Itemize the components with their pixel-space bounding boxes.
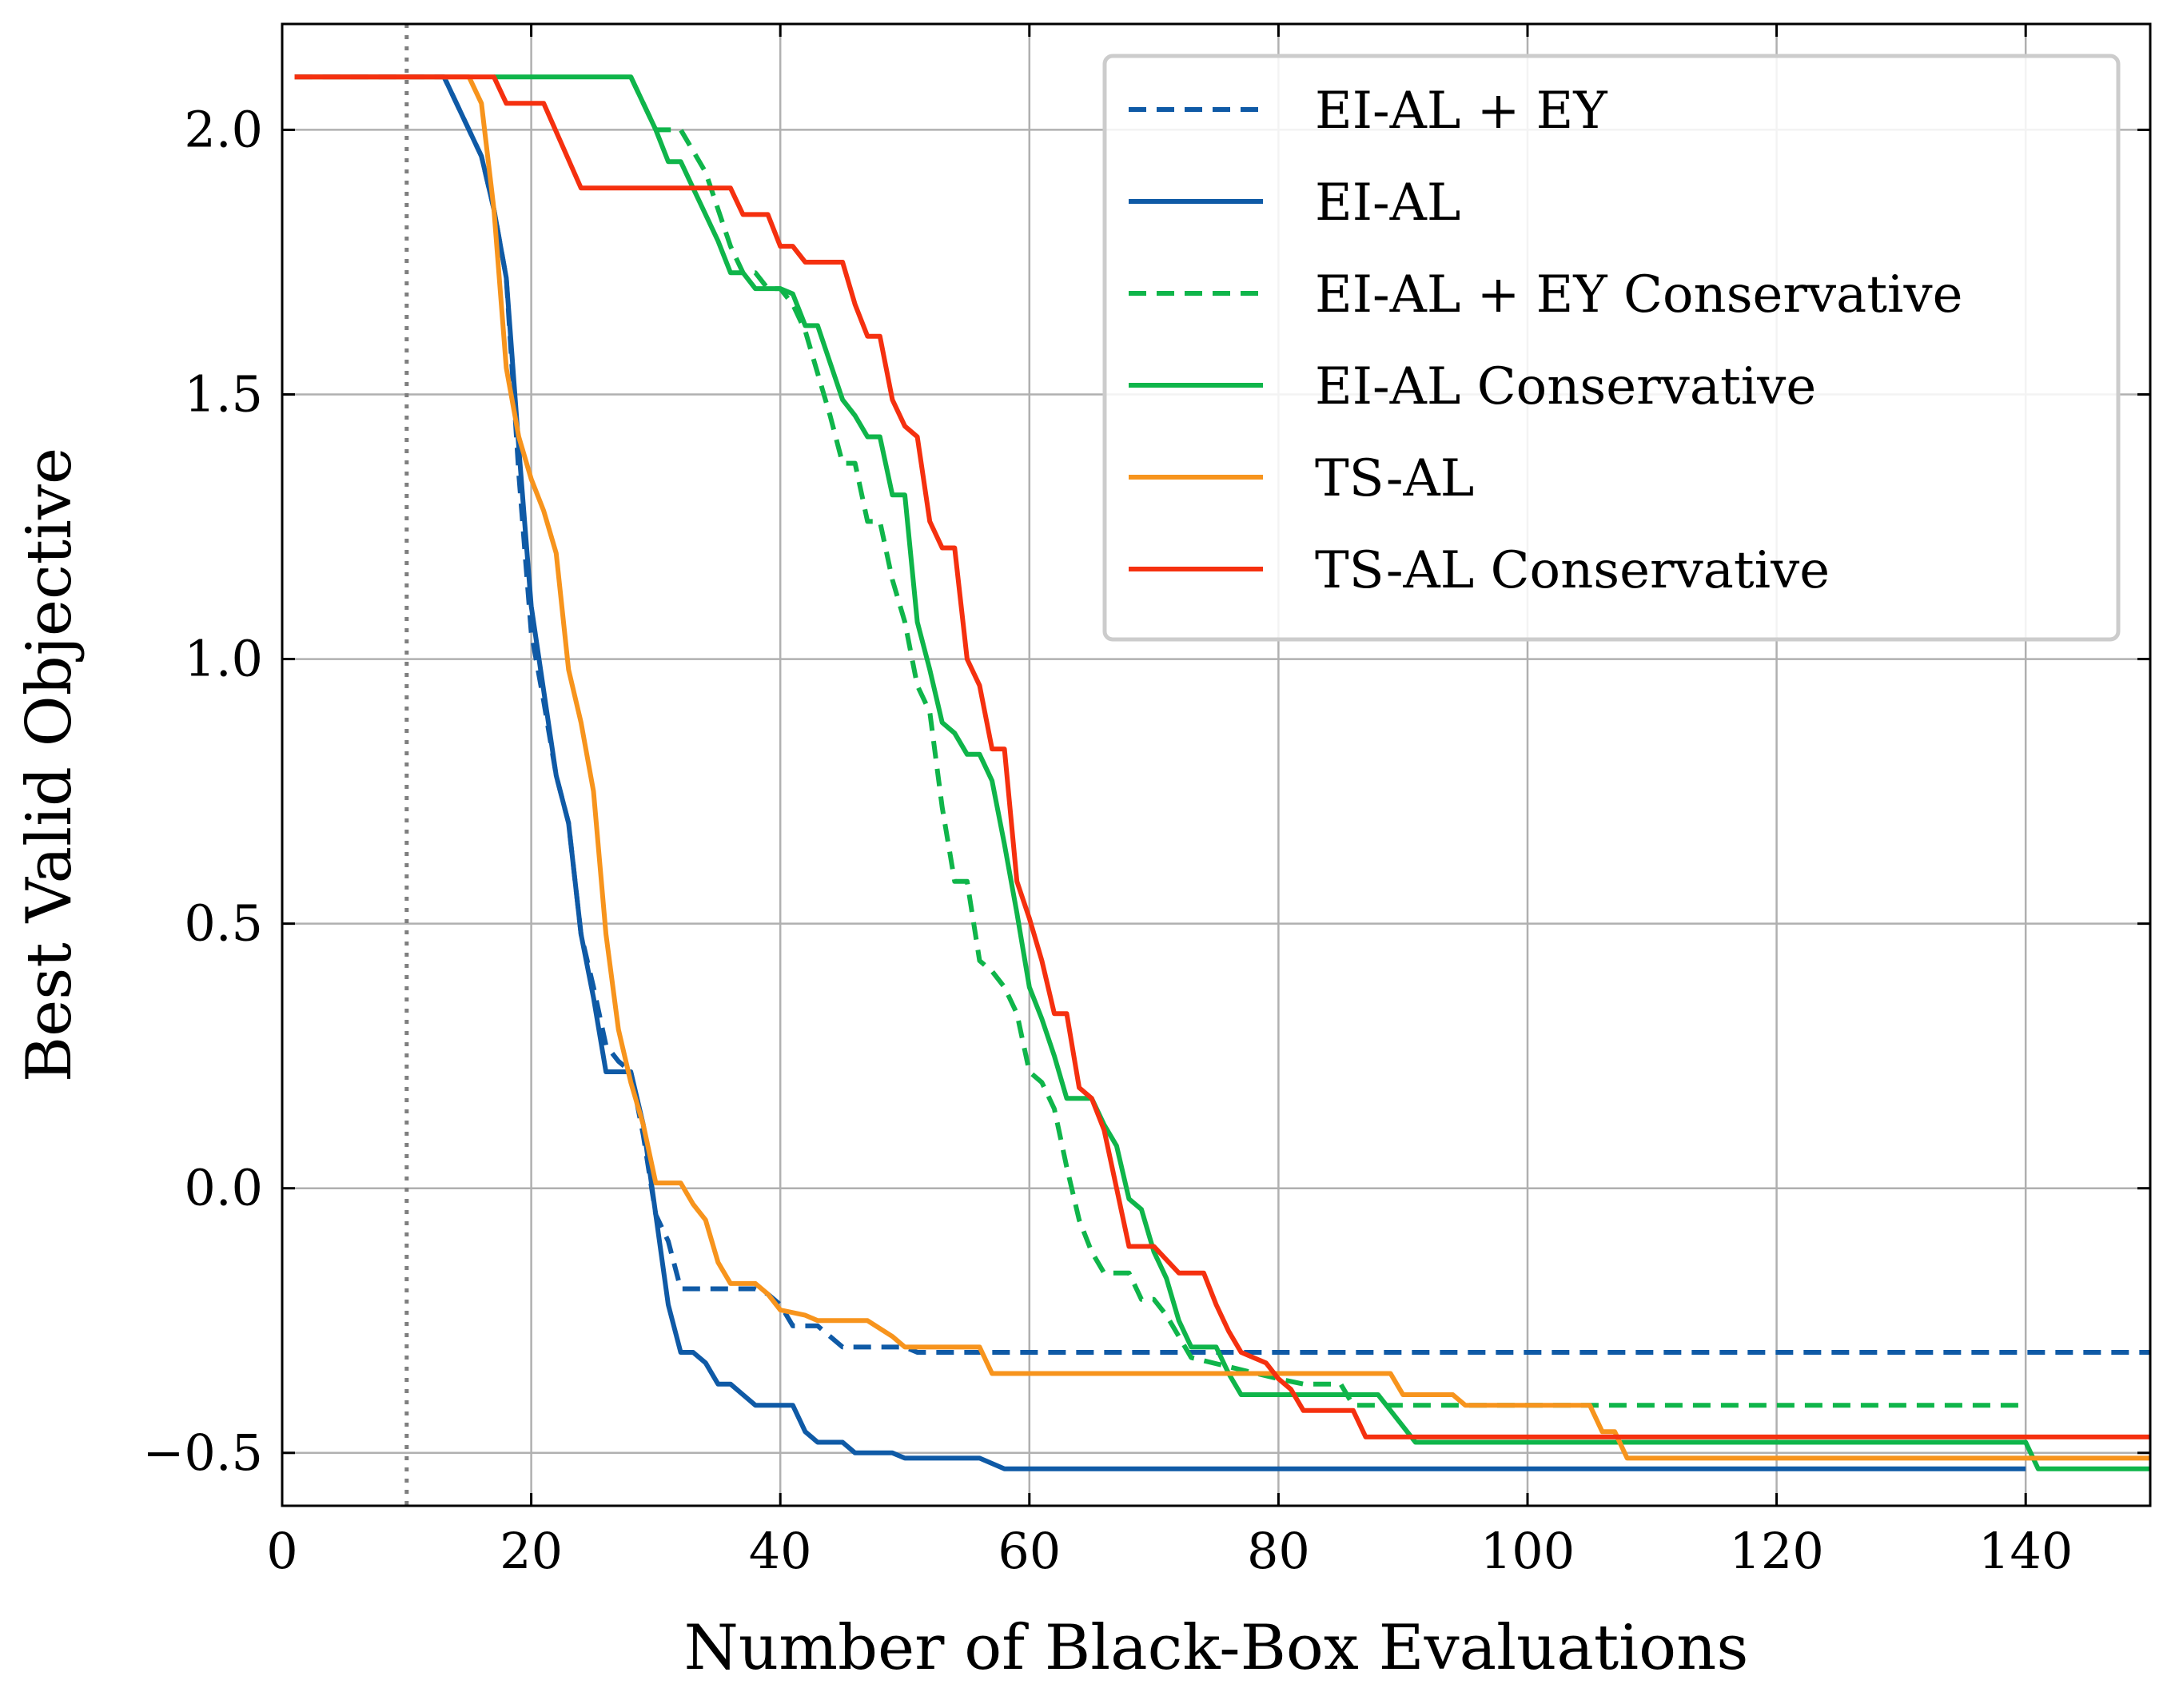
x-tick-label: 20 xyxy=(500,1522,563,1580)
y-tick-label: −0.5 xyxy=(142,1423,263,1482)
y-tick-label: 0.5 xyxy=(184,894,263,953)
axis-ticks xyxy=(281,24,2150,1506)
legend-label-5: TS-AL Conservative xyxy=(1315,541,1830,600)
y-tick-label: 2.0 xyxy=(184,100,263,158)
x-tick-label: 60 xyxy=(998,1522,1061,1580)
series-line-1 xyxy=(294,74,2026,1471)
x-tick-label: 100 xyxy=(1480,1522,1575,1580)
x-axis-title: Number of Black-Box Evaluations xyxy=(684,1612,1749,1684)
y-tick-label: 0.0 xyxy=(184,1159,263,1217)
series-line-3 xyxy=(493,74,2150,1471)
legend-label-2: EI-AL + EY Conservative xyxy=(1315,265,1963,324)
x-tick-label: 140 xyxy=(1978,1522,2073,1580)
legend: EI-AL + EY EI-AL EI-AL + EY Conservative EI… xyxy=(1102,54,2121,642)
series-line-5 xyxy=(294,74,2150,1439)
x-tick-label: 120 xyxy=(1729,1522,1823,1580)
series-line-4 xyxy=(294,74,2150,1461)
legend-label-1: EI-AL xyxy=(1315,173,1460,233)
y-tick-label: 1.5 xyxy=(184,365,263,424)
legend-label-4: TS-AL xyxy=(1315,449,1474,508)
x-tick-label: 40 xyxy=(749,1522,812,1580)
legend-label-3: EI-AL Conservative xyxy=(1315,357,1816,416)
series-line-2 xyxy=(628,75,2026,1408)
x-tick-label: 0 xyxy=(266,1522,297,1580)
y-axis-title: Best Valid Objective xyxy=(14,448,86,1082)
legend-box xyxy=(1102,54,2121,642)
x-tick-label: 80 xyxy=(1247,1522,1310,1580)
legend-label-0: EI-AL + EY xyxy=(1315,82,1607,141)
plot-frame xyxy=(281,22,2152,1507)
axis-tick-labels: 0 20 40 60 80 100 120 140 −0.5 0.0 0.5 1.0 1.5 2.0 xyxy=(142,100,2073,1580)
series-lines xyxy=(294,74,2150,1471)
y-tick-label: 1.0 xyxy=(184,630,263,688)
